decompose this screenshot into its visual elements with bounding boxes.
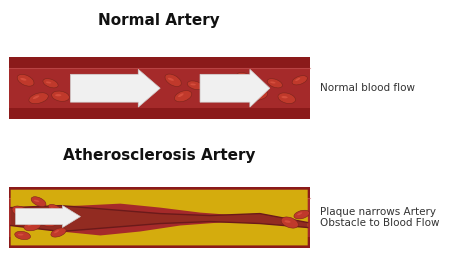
Ellipse shape [284,220,291,223]
Ellipse shape [20,78,27,81]
Polygon shape [10,190,308,223]
FancyArrow shape [200,69,270,107]
Polygon shape [10,206,308,231]
Ellipse shape [278,93,295,103]
Ellipse shape [43,79,58,88]
FancyArrow shape [71,69,160,107]
Bar [9,57,310,119]
Ellipse shape [15,209,21,212]
Ellipse shape [18,234,23,236]
Ellipse shape [281,217,298,228]
Ellipse shape [46,81,51,84]
Ellipse shape [52,91,69,101]
Ellipse shape [252,93,259,96]
Ellipse shape [34,200,39,202]
Ellipse shape [24,220,41,231]
Ellipse shape [187,81,203,90]
FancyArrow shape [16,206,81,227]
Ellipse shape [190,84,196,85]
Ellipse shape [55,94,62,96]
Ellipse shape [48,204,63,215]
Polygon shape [10,213,308,246]
Ellipse shape [165,74,181,86]
Ellipse shape [33,95,39,99]
Ellipse shape [178,93,183,97]
Ellipse shape [12,206,29,217]
Ellipse shape [51,228,66,237]
Bar [9,69,310,108]
Ellipse shape [240,76,246,79]
Text: Normal blood flow: Normal blood flow [319,83,415,93]
Ellipse shape [40,217,57,227]
Ellipse shape [295,78,300,81]
Ellipse shape [51,207,56,210]
Ellipse shape [15,231,30,240]
Ellipse shape [17,74,34,86]
Bar [9,198,310,237]
Ellipse shape [297,212,302,215]
Text: Normal Artery: Normal Artery [98,13,220,28]
Ellipse shape [292,76,307,85]
Bar [9,187,310,248]
Ellipse shape [27,223,33,226]
Text: Atherosclerosis Artery: Atherosclerosis Artery [63,148,255,163]
Ellipse shape [168,78,174,81]
Ellipse shape [29,93,48,104]
Ellipse shape [43,219,49,222]
Ellipse shape [294,210,310,219]
Ellipse shape [282,96,288,98]
Text: Plaque narrows Artery
Obstacle to Blood Flow: Plaque narrows Artery Obstacle to Blood … [319,207,439,228]
Ellipse shape [248,90,268,100]
Ellipse shape [174,91,191,102]
Ellipse shape [31,197,46,207]
Ellipse shape [54,230,59,233]
Ellipse shape [267,79,283,88]
Ellipse shape [237,72,253,84]
Ellipse shape [270,81,275,84]
